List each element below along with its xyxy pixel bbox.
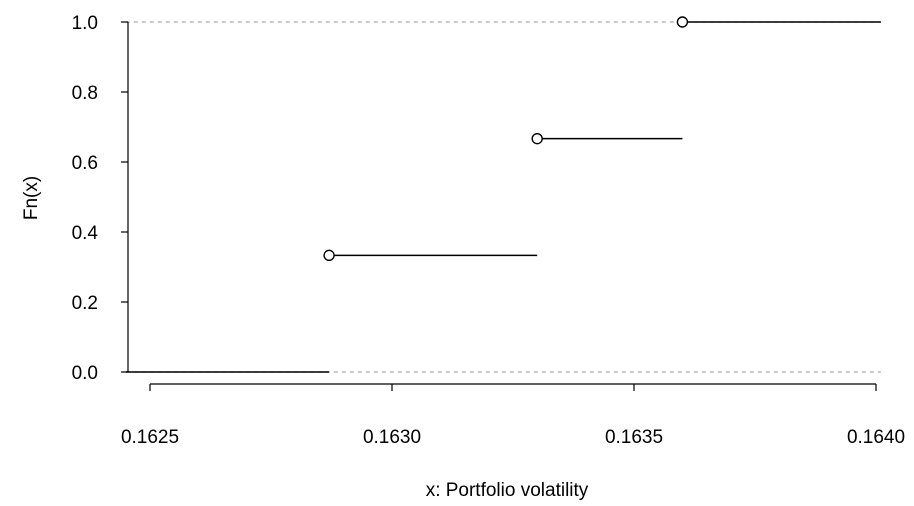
step-point	[323, 249, 335, 262]
y-tick-label: 0.6	[72, 153, 98, 174]
y-tick-label: 0.2	[72, 293, 98, 314]
x-tick-label: 0.1625	[121, 427, 179, 448]
x-axis-title: x: Portfolio volatility	[426, 480, 589, 501]
y-tick-label: 0.4	[72, 223, 99, 244]
tick-labels: 0.1625 0.1630 0.1635 0.1640 0.0 0.2 0.4 0.6 0.8 1…	[72, 13, 905, 448]
y-tick-label: 0.0	[72, 363, 98, 384]
step-point	[676, 16, 689, 28]
reference-lines	[125, 21, 881, 373]
axes	[121, 21, 877, 391]
step-series	[125, 16, 881, 373]
y-tick-label: 1.0	[72, 13, 98, 34]
x-tick-label: 0.1630	[363, 427, 421, 448]
x-tick-label: 0.1640	[847, 427, 905, 448]
step-point	[531, 132, 543, 145]
y-tick-label: 0.8	[72, 83, 98, 104]
x-tick-label: 0.1635	[605, 427, 663, 448]
y-axis-title: Fn(x)	[21, 176, 42, 220]
